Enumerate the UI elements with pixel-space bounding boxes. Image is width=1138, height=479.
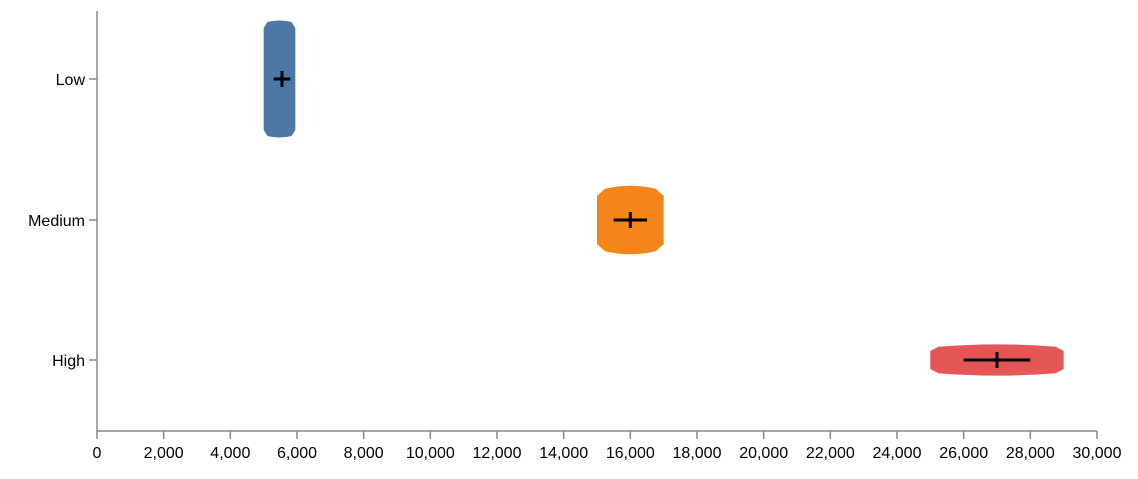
x-tick-label: 14,000 [539, 445, 588, 462]
x-tick-label: 10,000 [406, 445, 455, 462]
x-tick-label: 20,000 [739, 445, 788, 462]
x-tick-label: 30,000 [1073, 445, 1122, 462]
x-tick-label: 24,000 [873, 445, 922, 462]
y-tick-label-high: High [52, 353, 85, 370]
y-tick-label-medium: Medium [28, 213, 85, 230]
x-tick-label: 2,000 [144, 445, 184, 462]
x-tick-label: 22,000 [806, 445, 855, 462]
x-tick-label: 8,000 [344, 445, 384, 462]
x-tick-label: 26,000 [939, 445, 988, 462]
x-tick-label: 4,000 [210, 445, 250, 462]
x-tick-label: 6,000 [277, 445, 317, 462]
x-tick-label: 0 [93, 445, 102, 462]
x-tick-label: 28,000 [1006, 445, 1055, 462]
x-tick-label: 18,000 [673, 445, 722, 462]
x-tick-label: 16,000 [606, 445, 655, 462]
x-tick-label: 12,000 [473, 445, 522, 462]
chart-marks [263, 20, 1064, 376]
chart-axes: Low Medium High 0 2,000 4,000 6,000 8,000 10,000… [28, 11, 1122, 462]
y-tick-label-low: Low [56, 72, 86, 89]
